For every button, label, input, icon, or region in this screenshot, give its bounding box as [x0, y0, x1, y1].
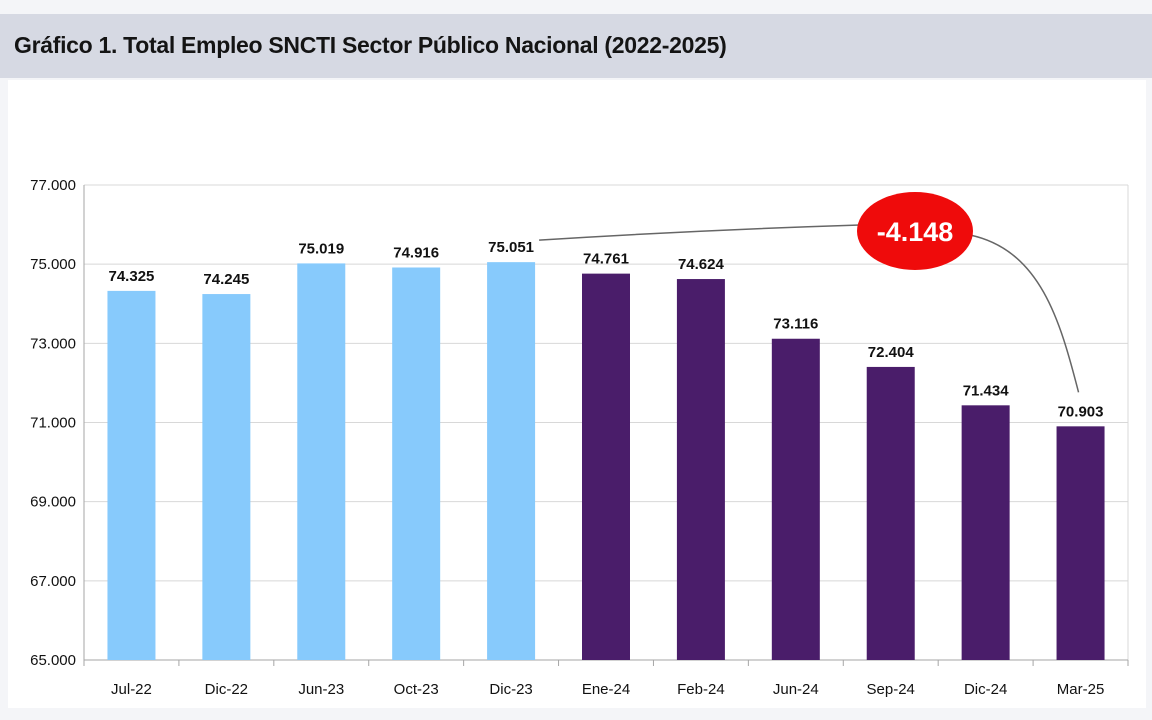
bar-mar-25	[1056, 426, 1105, 660]
data-label: 74.624	[678, 256, 725, 273]
x-tick-label: Mar-25	[1057, 681, 1105, 698]
y-tick-label: 71.000	[30, 415, 76, 432]
x-tick-label: Jul-22	[111, 681, 152, 698]
data-label: 74.245	[203, 271, 249, 288]
data-label: 74.761	[583, 251, 629, 268]
bar-sep-24	[866, 366, 915, 660]
data-label: 70.903	[1058, 403, 1104, 420]
y-tick-label: 73.000	[30, 335, 76, 352]
bar-dic-22	[202, 294, 251, 660]
annotation-connector	[969, 234, 1080, 393]
data-label: 73.116	[773, 316, 818, 333]
data-label: 75.051	[488, 239, 534, 256]
bar-oct-23	[392, 267, 441, 660]
chart-title: Gráfico 1. Total Empleo SNCTI Sector Púb…	[14, 32, 727, 58]
y-tick-label: 75.000	[30, 256, 76, 273]
bar-dic-24	[961, 405, 1010, 660]
x-tick-label: Ene-24	[582, 681, 630, 698]
x-tick-label: Jun-23	[298, 681, 344, 698]
difference-badge	[857, 192, 973, 270]
bar-jun-23	[297, 263, 346, 660]
x-tick-label: Sep-24	[867, 681, 915, 698]
bar-dic-23	[487, 262, 536, 660]
data-label: 75.019	[298, 240, 344, 257]
x-tick-label: Oct-23	[394, 681, 439, 698]
data-label: 74.325	[109, 268, 155, 285]
x-tick-label: Dic-24	[964, 681, 1007, 698]
bar-jul-22	[107, 290, 156, 660]
difference-badge-label: -4.148	[877, 217, 954, 247]
x-tick-label: Jun-24	[773, 681, 819, 698]
data-label: 74.916	[393, 244, 439, 261]
data-label: 72.404	[868, 344, 915, 361]
y-tick-label: 67.000	[30, 573, 76, 590]
bar-feb-24	[676, 279, 725, 660]
data-label: 71.434	[963, 382, 1010, 399]
y-tick-label: 69.000	[30, 494, 76, 511]
annotation-connector	[539, 224, 861, 241]
x-tick-label: Dic-22	[205, 681, 248, 698]
bar-ene-24	[582, 273, 630, 660]
x-tick-label: Feb-24	[677, 681, 725, 698]
title-bar	[0, 14, 1152, 78]
x-tick-label: Dic-23	[489, 681, 532, 698]
y-tick-label: 77.000	[30, 177, 76, 194]
y-tick-label: 65.000	[30, 652, 76, 669]
bar-jun-24	[771, 338, 820, 660]
